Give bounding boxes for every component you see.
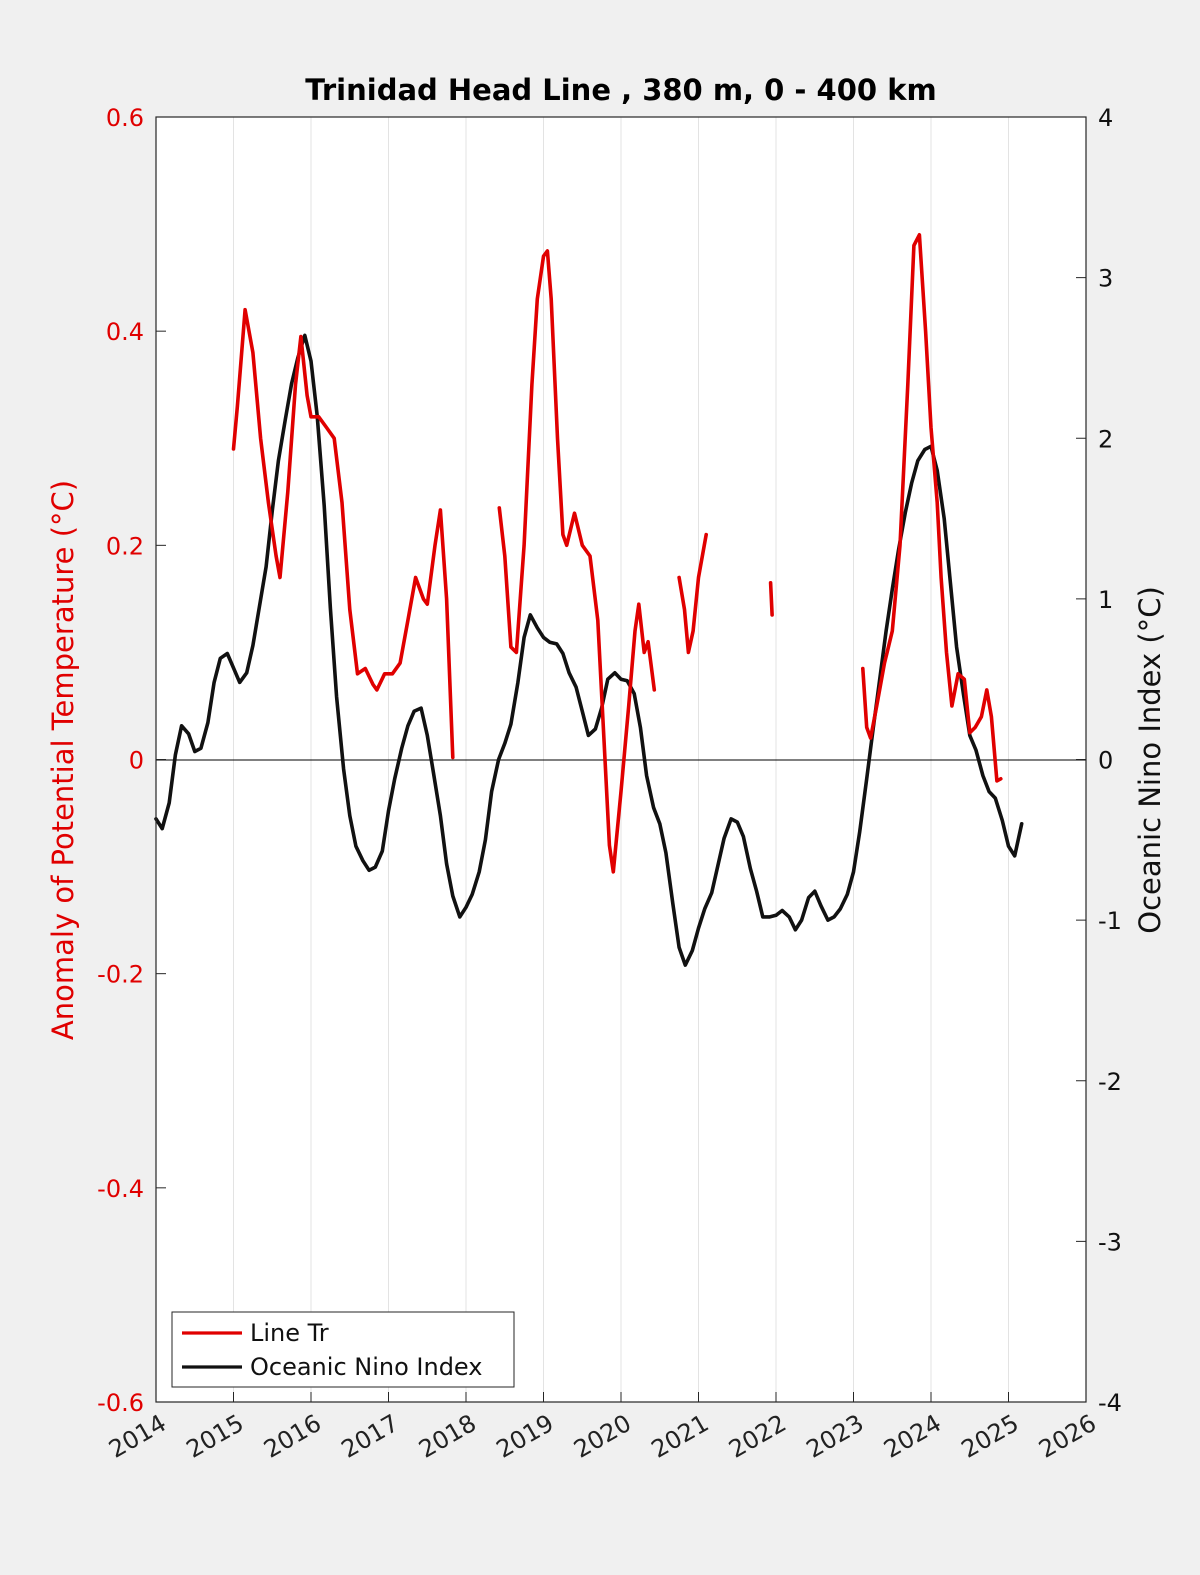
y-right-tick-label: 1 xyxy=(1098,586,1113,614)
legend-label-oni: Oceanic Nino Index xyxy=(250,1353,482,1381)
left-axis: -0.6 -0.4 -0.2 0 0.2 0.4 0.6 xyxy=(97,104,166,1417)
y-right-tick-label: 0 xyxy=(1098,747,1113,775)
y-left-tick-label: 0.4 xyxy=(106,318,144,346)
y-left-tick-label: 0.6 xyxy=(106,104,144,132)
y-right-tick-label: -3 xyxy=(1098,1228,1122,1256)
legend-label-line-tr: Line Tr xyxy=(250,1319,329,1347)
y-left-tick-label: 0 xyxy=(129,747,144,775)
legend: Line Tr Oceanic Nino Index xyxy=(171,1311,515,1388)
y-left-tick-label: -0.4 xyxy=(97,1175,144,1203)
series-line-line-tr xyxy=(231,307,455,760)
y-axis-label-right: Oceanic Nino Index (°C) xyxy=(1133,586,1167,934)
right-axis: -4 -3 -2 -1 0 1 2 3 4 xyxy=(1076,104,1122,1417)
y-right-tick-label: 2 xyxy=(1098,425,1113,453)
series-line-line-tr xyxy=(860,233,1003,783)
series-layer xyxy=(154,233,1024,967)
y-right-tick-label: 4 xyxy=(1098,104,1113,132)
y-right-tick-label: -2 xyxy=(1098,1068,1122,1096)
y-right-tick-label: 3 xyxy=(1098,265,1113,293)
y-left-tick-label: -0.2 xyxy=(97,961,144,989)
chart-title: Trinidad Head Line , 380 m, 0 - 400 km xyxy=(305,73,936,107)
legend-box xyxy=(171,1311,515,1388)
series-line-line-tr xyxy=(768,580,774,617)
y-left-tick-label: -0.6 xyxy=(97,1389,144,1417)
y-right-tick-label: -4 xyxy=(1098,1389,1122,1417)
y-axis-label-left: Anomaly of Potential Temperature (°C) xyxy=(46,480,80,1040)
series-line-line-tr xyxy=(497,249,657,874)
y-right-tick-label: -1 xyxy=(1098,907,1122,935)
series-line-line-tr xyxy=(677,532,709,655)
y-left-tick-label: 0.2 xyxy=(106,532,144,560)
